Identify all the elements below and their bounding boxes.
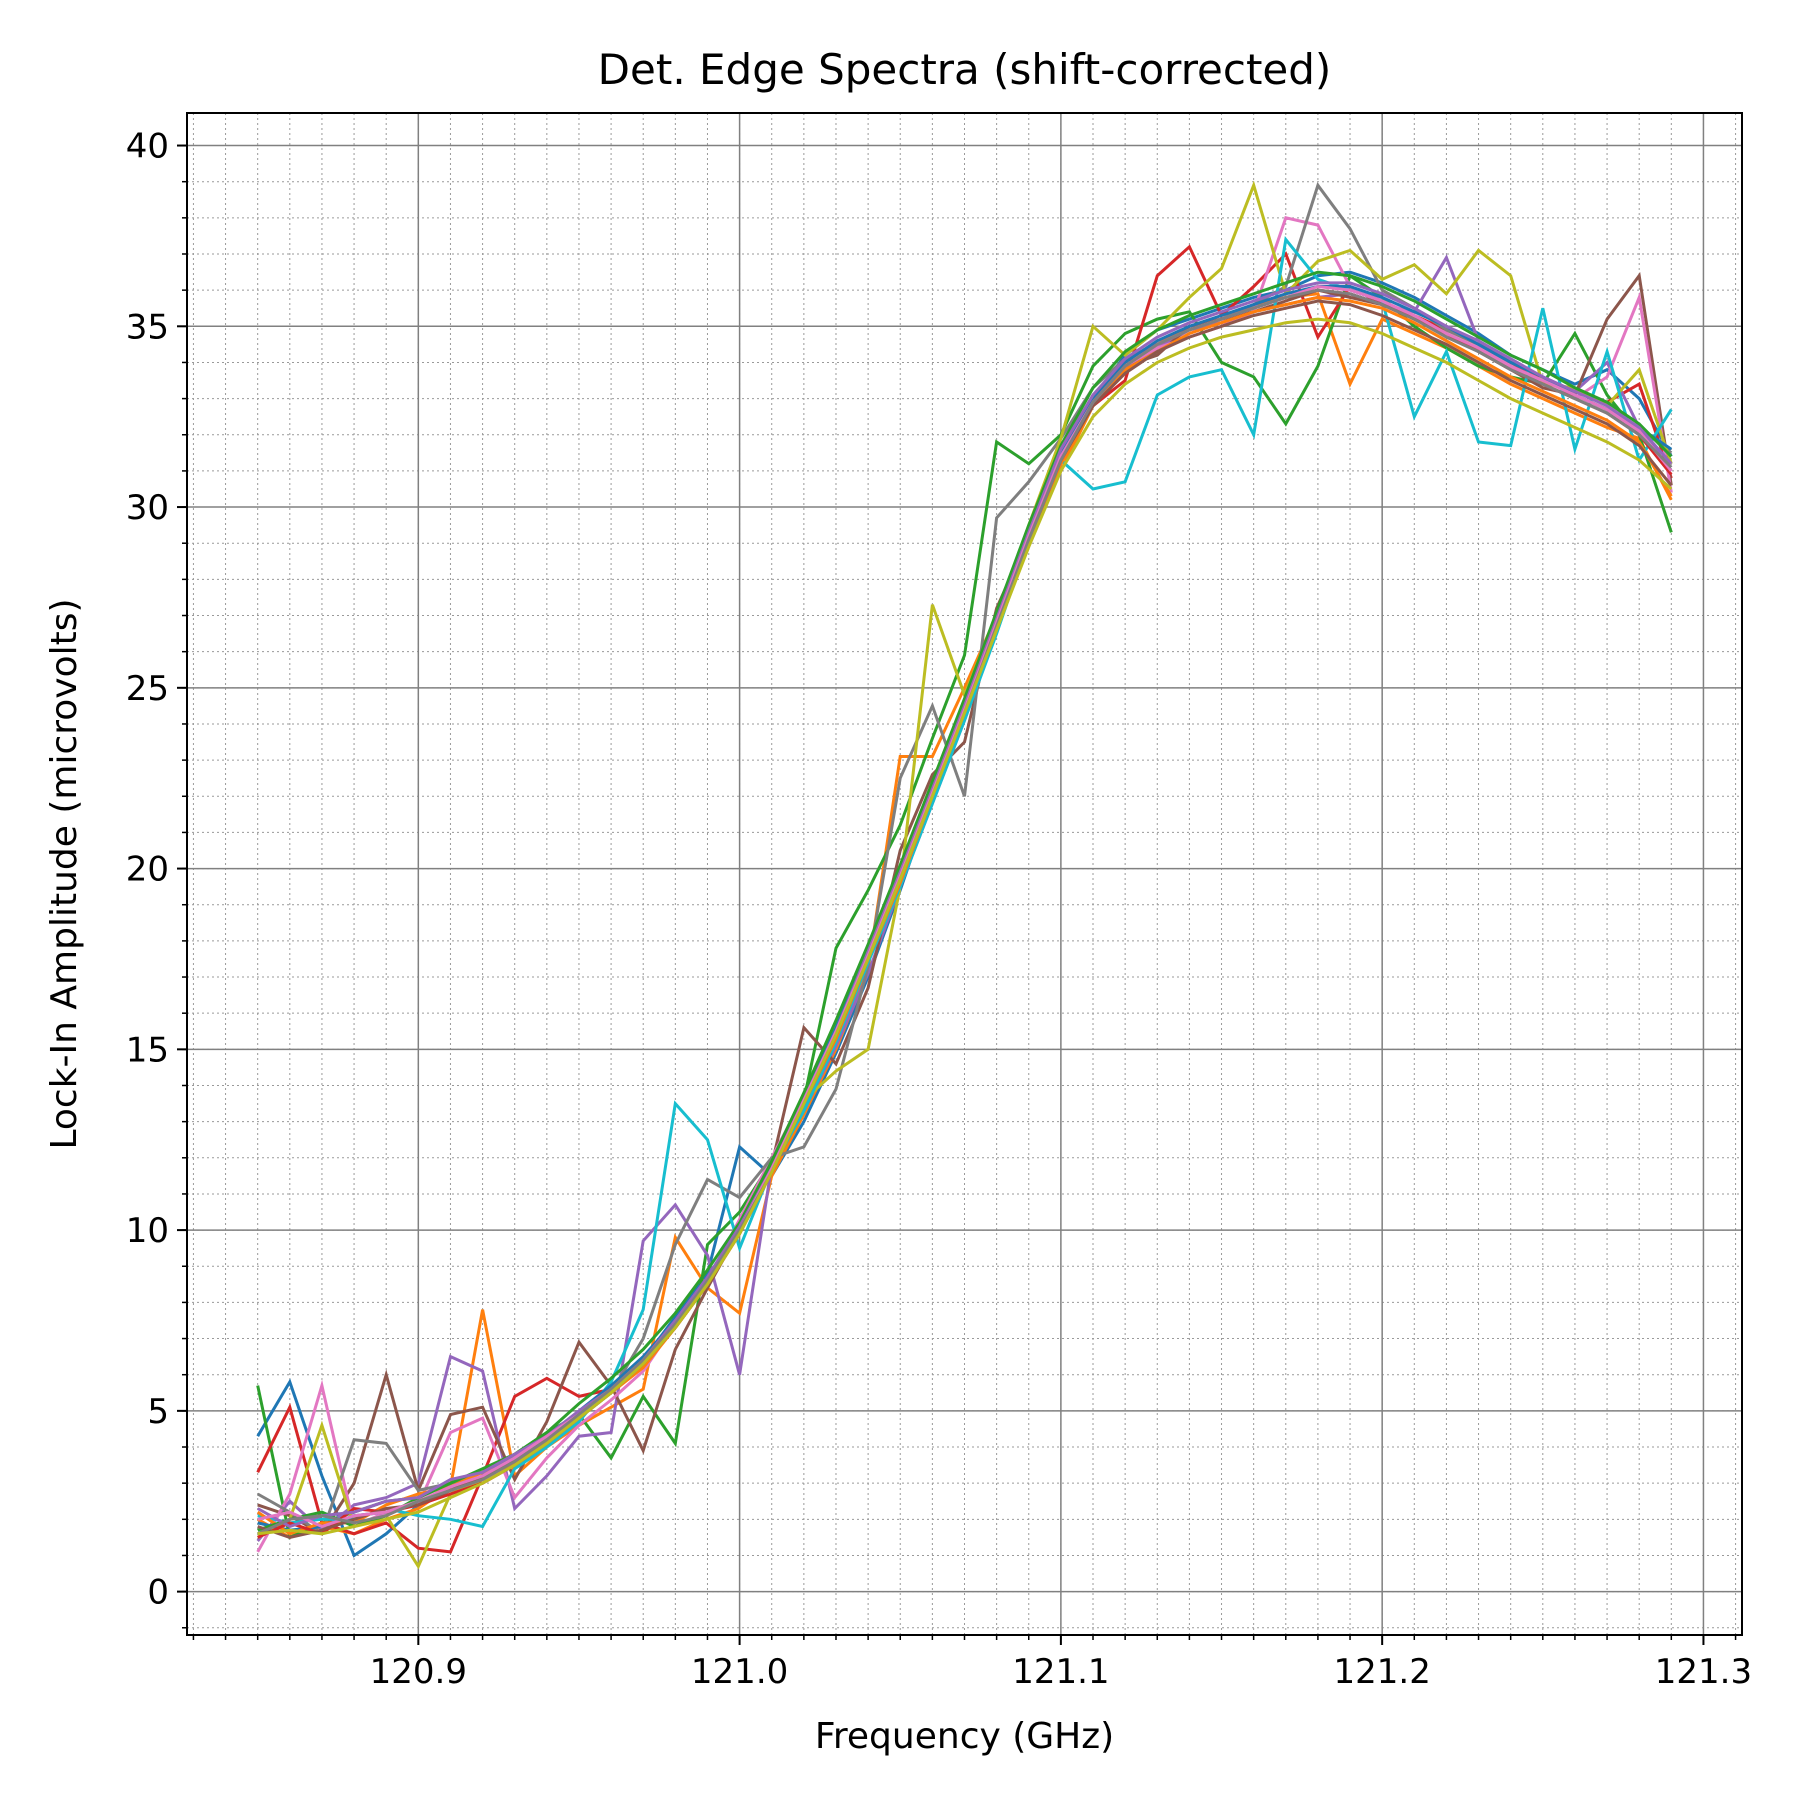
y-tick-label: 25	[126, 669, 169, 709]
x-tick-label: 121.0	[691, 1652, 788, 1692]
y-tick-label: 35	[126, 307, 169, 347]
series-line-13	[257, 270, 1673, 1532]
series-line-2	[256, 292, 1673, 1540]
x-tick-label: 121.3	[1655, 1652, 1752, 1692]
y-tick-label: 20	[126, 850, 169, 890]
series-line-10	[257, 235, 1673, 1529]
y-tick-label: 10	[126, 1211, 169, 1251]
y-tick-label: 15	[126, 1030, 169, 1070]
x-axis-label: Frequency (GHz)	[815, 1716, 1114, 1757]
y-tick-label: 5	[147, 1392, 169, 1432]
y-axis-label: Lock-In Amplitude (microvolts)	[44, 598, 85, 1149]
x-tick-label: 120.9	[370, 1652, 467, 1692]
series-line-19	[257, 317, 1673, 1536]
y-tick-label: 40	[126, 127, 169, 167]
y-tick-label: 0	[147, 1573, 169, 1613]
y-tick-label: 30	[126, 488, 169, 528]
x-tick-label: 121.1	[1012, 1652, 1109, 1692]
x-tick-label: 121.2	[1333, 1652, 1430, 1692]
chart-title: Det. Edge Spectra (shift-corrected)	[598, 45, 1332, 94]
